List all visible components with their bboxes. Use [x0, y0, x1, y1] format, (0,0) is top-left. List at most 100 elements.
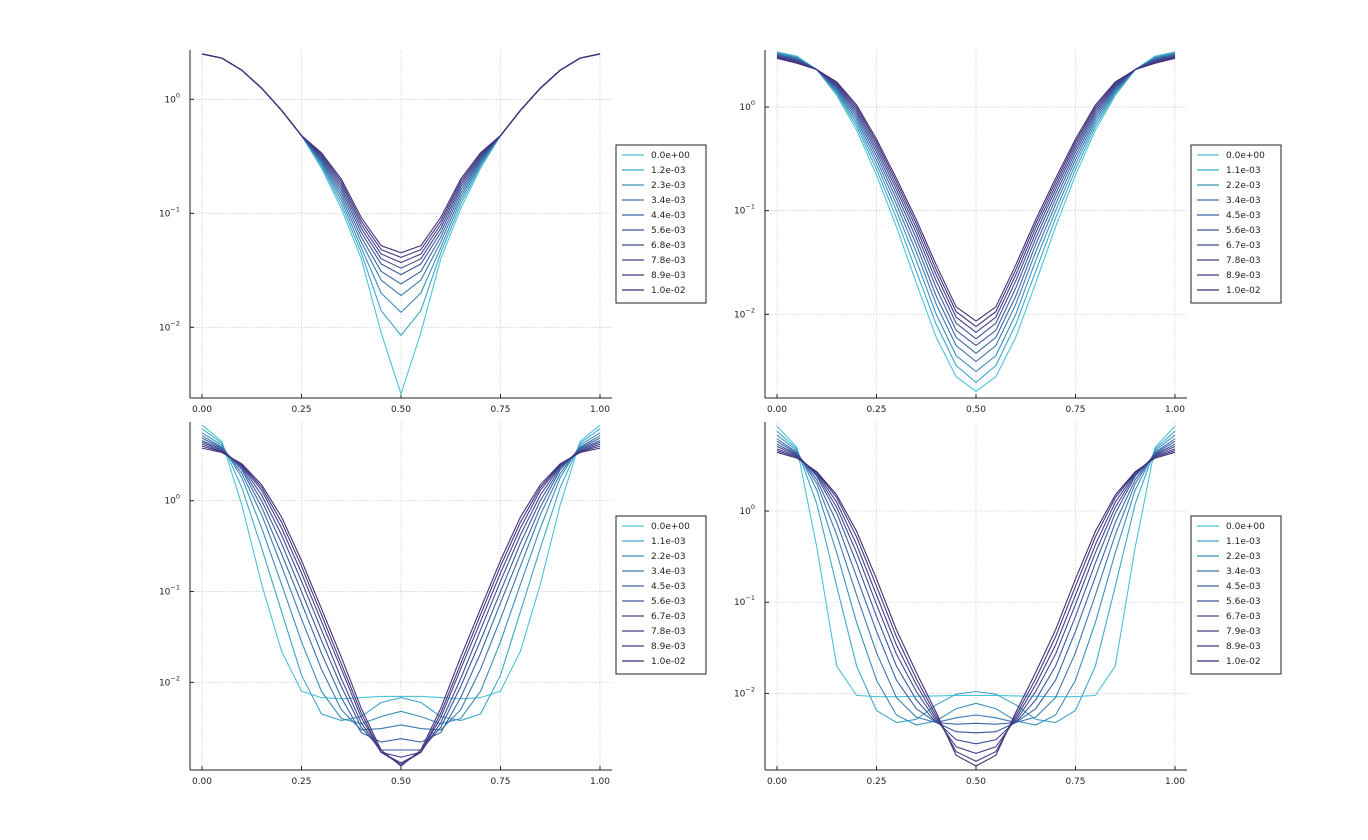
- y-tick-label: 10−2: [734, 685, 755, 699]
- legend-label: 1.0e-02: [1226, 286, 1261, 296]
- y-tick-label: 10−2: [734, 306, 755, 320]
- subplot-4: 0.00 0.25 0.50 0.75 1.00 10−2 10−1 100 0.0e+00 1.…: [734, 422, 1282, 787]
- y-tick-exponent: 0: [751, 99, 755, 107]
- y-tick-exponent: −1: [170, 584, 180, 592]
- x-tick-label: 0.25: [866, 405, 886, 415]
- legend-box: [615, 144, 707, 304]
- x-tick-label: 0.00: [767, 405, 787, 415]
- series-line: [201, 447, 601, 767]
- y-tick-exponent: −2: [745, 685, 755, 693]
- series-line: [776, 451, 1176, 767]
- series-line: [201, 441, 601, 758]
- legend-label: 2.2e-03: [651, 552, 686, 562]
- series-line: [776, 57, 1176, 328]
- legend-label: 5.6e-03: [651, 597, 686, 607]
- series-line: [776, 425, 1176, 698]
- series-line: [776, 57, 1176, 322]
- y-tick-label: 100: [164, 493, 180, 507]
- x-tick-label: 0.75: [1065, 405, 1085, 415]
- series-line: [776, 450, 1176, 762]
- legend-box: [1190, 515, 1282, 675]
- x-tick-label: 0.25: [866, 777, 886, 787]
- legend-label: 7.8e-03: [651, 627, 686, 637]
- legend-label: 3.4e-03: [1226, 196, 1261, 206]
- series-line: [201, 53, 601, 254]
- legend-label: 2.2e-03: [1226, 181, 1261, 191]
- x-tick-label: 1.00: [1165, 777, 1185, 787]
- legend-label: 0.0e+00: [1226, 522, 1265, 532]
- series-line: [776, 54, 1176, 347]
- series-line: [776, 443, 1176, 734]
- series-line: [201, 440, 601, 751]
- y-tick-label: 10−1: [734, 594, 755, 608]
- x-tick-label: 0.25: [291, 777, 311, 787]
- legend-label: 6.7e-03: [1226, 241, 1261, 251]
- y-tick-label: 100: [739, 503, 755, 517]
- legend-label: 1.1e-03: [1226, 166, 1261, 176]
- legend-label: 8.9e-03: [1226, 271, 1261, 281]
- x-tick-label: 1.00: [1165, 405, 1185, 415]
- x-tick-label: 0.00: [767, 777, 787, 787]
- y-tick-exponent: −1: [745, 594, 755, 602]
- x-tick-label: 0.50: [391, 405, 411, 415]
- legend-label: 1.1e-03: [651, 537, 686, 547]
- series-line: [776, 448, 1176, 754]
- legend-label: 5.6e-03: [651, 226, 686, 236]
- legend-label: 8.9e-03: [651, 642, 686, 652]
- legend-label: 2.2e-03: [1226, 552, 1261, 562]
- legend-label: 4.5e-03: [1226, 582, 1261, 592]
- series-line: [776, 430, 1176, 724]
- series-line: [201, 432, 601, 725]
- y-tick-label: 100: [164, 91, 180, 105]
- x-tick-label: 0.50: [391, 777, 411, 787]
- legend-label: 6.7e-03: [651, 612, 686, 622]
- y-tick-label: 10−1: [734, 203, 755, 217]
- y-tick-label: 10−1: [159, 205, 180, 219]
- legend-label: 0.0e+00: [651, 522, 690, 532]
- series-line: [776, 55, 1176, 340]
- y-tick-exponent: 0: [751, 503, 755, 511]
- legend-label: 6.8e-03: [651, 241, 686, 251]
- legend-label: 3.4e-03: [1226, 567, 1261, 577]
- series-line: [776, 434, 1176, 726]
- subplot-1: 0.00 0.25 0.50 0.75 1.00 10−2 10−1 100 0.0e+00 1.…: [159, 50, 707, 415]
- legend-label: 6.7e-03: [1226, 612, 1261, 622]
- legend-label: 8.9e-03: [1226, 642, 1261, 652]
- series-line: [776, 52, 1176, 384]
- x-tick-label: 0.75: [490, 777, 510, 787]
- series-line: [776, 53, 1176, 363]
- y-tick-exponent: −1: [745, 203, 755, 211]
- legend-label: 1.2e-03: [651, 166, 686, 176]
- legend-label: 1.0e-02: [1226, 657, 1261, 667]
- series-line: [201, 435, 601, 731]
- legend-label: 4.4e-03: [651, 211, 686, 221]
- x-tick-label: 0.25: [291, 405, 311, 415]
- series-line: [776, 54, 1176, 355]
- x-tick-label: 1.00: [590, 777, 610, 787]
- legend: 0.0e+00 1.1e-03 2.2e-03 3.4e-03 4.5e-03 5.6e-…: [1190, 144, 1282, 304]
- x-tick-label: 0.75: [1065, 777, 1085, 787]
- legend-label: 4.5e-03: [1226, 211, 1261, 221]
- legend-box: [1190, 144, 1282, 304]
- x-tick-label: 0.50: [966, 777, 986, 787]
- x-tick-label: 1.00: [590, 405, 610, 415]
- y-tick-exponent: −2: [170, 319, 180, 327]
- legend-label: 7.8e-03: [1226, 256, 1261, 266]
- subplot-2: 0.00 0.25 0.50 0.75 1.00 10−2 10−1 100 0.0e+00 1.…: [734, 50, 1282, 415]
- y-tick-exponent: 0: [176, 91, 180, 99]
- x-tick-label: 0.50: [966, 405, 986, 415]
- series-line: [776, 52, 1176, 373]
- x-tick-label: 0.75: [490, 405, 510, 415]
- x-tick-label: 0.00: [192, 405, 212, 415]
- series-line: [776, 438, 1176, 724]
- legend-label: 3.4e-03: [651, 196, 686, 206]
- series-line: [776, 445, 1176, 745]
- y-tick-exponent: −1: [170, 205, 180, 213]
- legend-label: 7.9e-03: [1226, 627, 1261, 637]
- legend-label: 1.1e-03: [1226, 537, 1261, 547]
- series-line: [201, 445, 601, 766]
- series-line: [201, 437, 601, 743]
- y-tick-label: 100: [739, 99, 755, 113]
- legend-label: 3.4e-03: [651, 567, 686, 577]
